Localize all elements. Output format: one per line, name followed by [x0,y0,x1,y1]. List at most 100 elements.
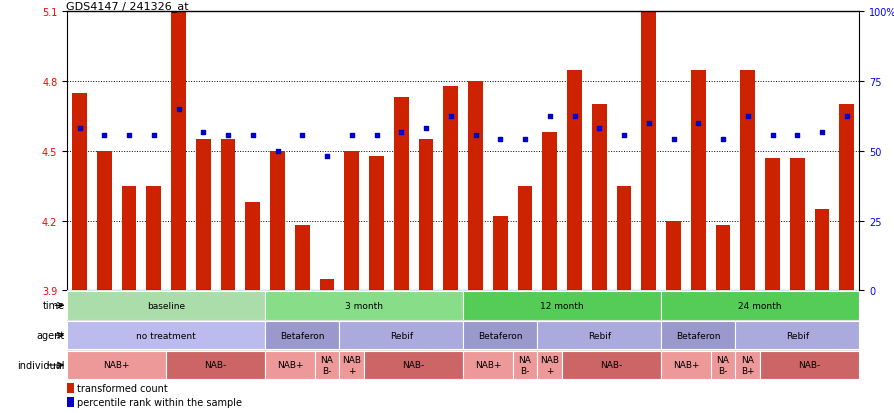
Point [740,114,755,120]
Point [592,125,606,132]
Bar [220,140,235,291]
Bar [368,156,384,291]
Bar [319,279,334,291]
Text: agent: agent [37,330,64,340]
Bar [294,226,309,291]
Point [493,137,507,143]
Point [690,121,704,127]
Text: Betaferon: Betaferon [675,331,720,340]
Bar [764,159,779,291]
Bar [739,70,755,291]
Point [641,121,655,127]
Bar [814,209,829,291]
Text: NAB-: NAB- [600,361,622,370]
Text: NAB-: NAB- [205,361,226,370]
Text: NAB
+: NAB + [342,356,361,375]
Point [221,132,235,139]
Point [567,114,581,120]
Bar [542,133,557,291]
Text: NAB+: NAB+ [104,361,130,370]
Text: NA
B-: NA B- [716,356,729,375]
Bar [567,70,581,291]
Bar [72,94,87,291]
Text: Rebif: Rebif [785,331,808,340]
Bar [789,159,804,291]
Bar [443,87,458,291]
Point [814,130,829,136]
Point [715,137,730,143]
Text: baseline: baseline [147,301,185,310]
Bar [665,221,680,291]
Text: NA
B-: NA B- [518,356,531,375]
Bar [735,321,858,350]
Bar [591,105,606,291]
Bar [265,351,315,380]
Bar [67,321,265,350]
Point [468,132,482,139]
Bar [493,216,507,291]
Point [443,114,458,120]
Bar [536,351,561,380]
Bar [463,351,512,380]
Text: Betaferon: Betaferon [477,331,522,340]
Point [97,132,111,139]
Bar [418,140,433,291]
Text: percentile rank within the sample: percentile rank within the sample [77,398,241,408]
Point [344,132,358,139]
Text: Betaferon: Betaferon [280,331,325,340]
Bar [463,321,536,350]
Point [542,114,556,120]
Text: individual: individual [17,360,64,370]
Bar [265,321,339,350]
Bar [641,12,655,291]
Bar [67,397,74,407]
Bar [245,203,260,291]
Point [147,132,161,139]
Text: 3 month: 3 month [345,301,383,310]
Point [789,132,804,139]
Bar [536,321,661,350]
Bar [122,186,136,291]
Point [171,107,185,113]
Bar [715,226,730,291]
Point [666,137,680,143]
Bar [468,82,483,291]
Point [122,132,136,139]
Bar [171,12,186,291]
Point [839,114,853,120]
Text: time: time [43,301,64,311]
Bar [67,383,74,393]
Text: no treatment: no treatment [136,331,196,340]
Bar [690,70,705,291]
Text: GDS4147 / 241326_at: GDS4147 / 241326_at [66,2,189,12]
Point [418,125,433,132]
Text: NAB+: NAB+ [672,361,698,370]
Bar [661,321,735,350]
Bar [463,291,661,320]
Bar [839,105,853,291]
Bar [265,291,463,320]
Point [319,153,333,159]
Bar [759,351,858,380]
Point [245,132,259,139]
Point [369,132,384,139]
Text: NAB
+: NAB + [540,356,559,375]
Bar [270,152,284,291]
Bar [67,351,166,380]
Text: 24 month: 24 month [738,301,781,310]
Bar [561,351,661,380]
Text: NA
B+: NA B+ [740,356,754,375]
Bar [67,291,265,320]
Text: Rebif: Rebif [389,331,412,340]
Point [196,130,210,136]
Bar [196,140,210,291]
Bar [517,186,532,291]
Point [764,132,779,139]
Bar [616,186,631,291]
Text: NAB+: NAB+ [474,361,501,370]
Bar [147,186,161,291]
Bar [344,152,358,291]
Point [518,137,532,143]
Text: 12 month: 12 month [540,301,583,310]
Point [270,148,284,155]
